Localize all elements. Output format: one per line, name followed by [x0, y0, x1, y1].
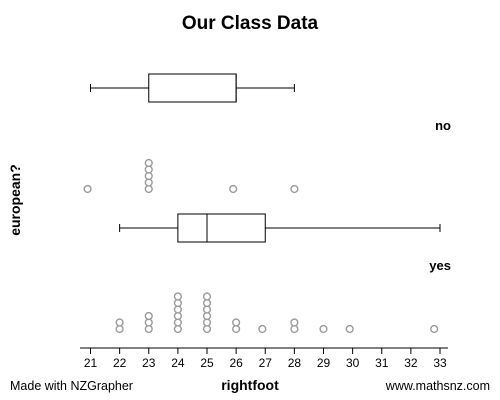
iqr-box	[177, 213, 266, 243]
y-axis-title: european?	[7, 164, 23, 236]
box-plot-yes	[119, 213, 441, 243]
data-point	[144, 171, 153, 181]
x-tick-label: 32	[404, 356, 418, 370]
data-point	[173, 305, 182, 314]
credit-left: Made with NZGrapher	[10, 379, 133, 393]
dot-plot-yes	[115, 292, 439, 334]
data-point	[232, 318, 241, 327]
data-point	[202, 298, 212, 308]
x-tick-label: 23	[142, 356, 156, 370]
data-point	[144, 318, 153, 327]
group-label-yes: yes	[429, 258, 451, 273]
x-tick-label: 29	[317, 356, 331, 370]
data-point	[290, 184, 299, 194]
data-point	[430, 324, 439, 334]
group-label-no: no	[435, 118, 451, 133]
data-point	[202, 311, 212, 321]
x-tick-label: 22	[113, 356, 127, 370]
data-point	[173, 292, 182, 301]
data-point	[144, 165, 153, 174]
data-point	[345, 324, 354, 334]
dot-plot-no	[83, 158, 299, 194]
x-tick-label: 21	[84, 356, 98, 370]
data-point	[229, 184, 238, 194]
chart-title: Our Class Data	[182, 13, 319, 34]
data-point	[115, 318, 124, 327]
x-tick-label: 28	[288, 356, 302, 370]
data-point	[144, 184, 153, 194]
data-point	[290, 318, 299, 327]
data-point	[202, 324, 212, 334]
x-axis-ticks: 21 22 23 24 25 26 27 28 29 30 31 32 33	[84, 348, 447, 370]
x-tick-label: 26	[229, 356, 243, 370]
data-point	[83, 184, 92, 194]
data-point	[290, 324, 299, 334]
box-plot-no	[90, 73, 295, 103]
data-point	[144, 158, 153, 168]
x-axis-title: rightfoot	[221, 377, 279, 393]
data-point	[202, 305, 212, 314]
credit-right: www.mathsnz.com	[385, 379, 490, 393]
data-point	[144, 178, 153, 187]
data-point	[173, 318, 182, 327]
data-point	[173, 311, 182, 321]
x-tick-label: 33	[433, 356, 447, 370]
x-tick-label: 27	[259, 356, 273, 370]
x-tick-label: 31	[375, 356, 389, 370]
data-point	[144, 311, 153, 321]
iqr-box	[148, 73, 237, 103]
data-point	[232, 324, 241, 334]
group-no: no	[83, 73, 451, 194]
x-tick-label: 24	[171, 356, 185, 370]
data-point	[173, 298, 182, 308]
data-point	[319, 324, 328, 334]
x-tick-label: 25	[200, 356, 214, 370]
group-yes: yes	[115, 213, 451, 334]
x-tick-label: 30	[346, 356, 360, 370]
data-point	[258, 324, 267, 334]
x-axis: 21 22 23 24 25 26 27 28 29 30 31 32 33	[80, 347, 448, 370]
data-point	[202, 292, 212, 301]
data-point	[115, 324, 124, 334]
data-point	[202, 318, 212, 327]
data-point	[144, 324, 153, 334]
data-point	[173, 324, 182, 334]
